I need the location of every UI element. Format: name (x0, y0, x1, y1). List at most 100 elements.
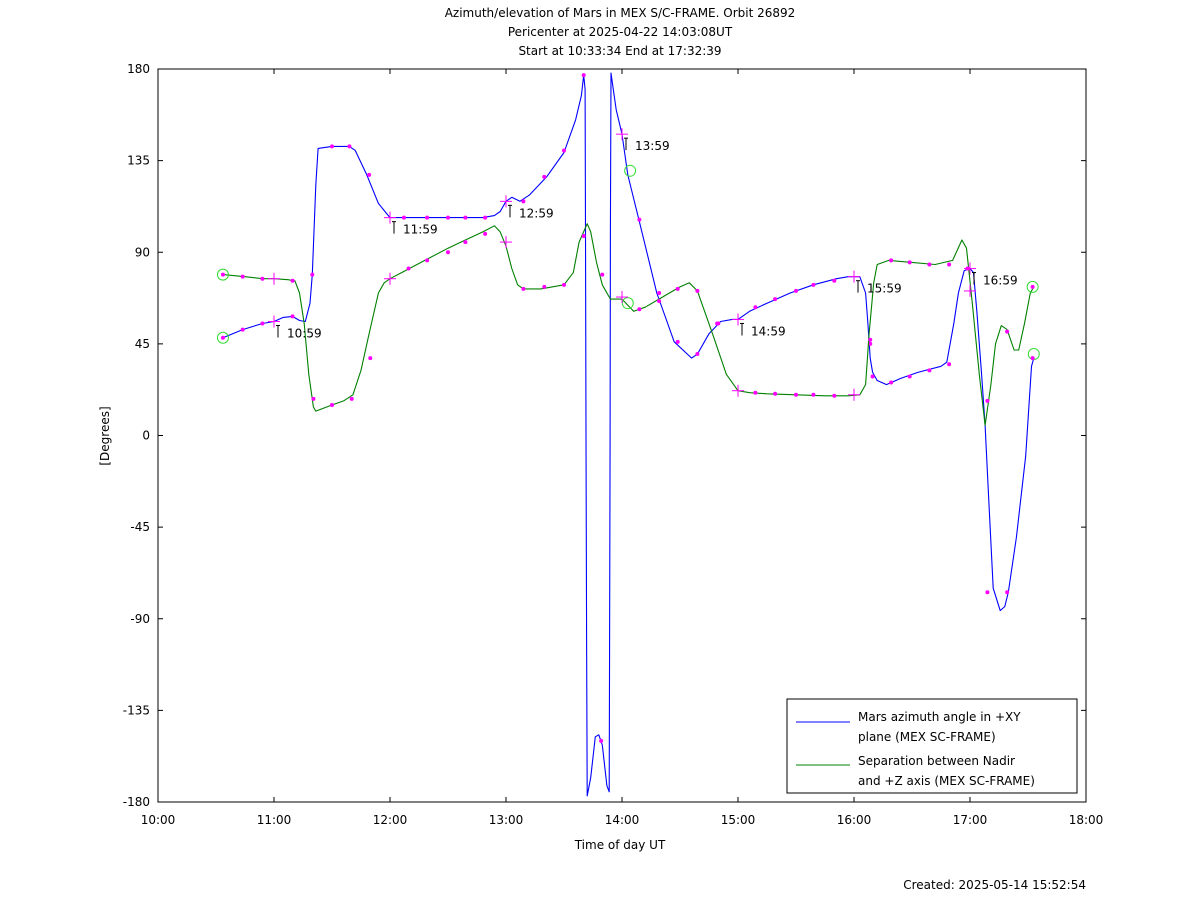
data-point-azimuth (870, 374, 875, 379)
cross-marker-separation (268, 272, 280, 285)
data-point-separation (832, 393, 837, 398)
series-line-azimuth (222, 72, 1035, 797)
data-point-separation (889, 258, 894, 263)
data-point-azimuth (260, 321, 265, 326)
data-point-azimuth (868, 341, 873, 346)
cross-marker-separation (616, 291, 628, 304)
cross-marker-separation (384, 272, 396, 285)
chart-subtitle-pericenter: Pericenter at 2025-04-22 14:03:08UT (508, 25, 733, 39)
data-point-separation (240, 274, 245, 279)
data-point-azimuth (637, 217, 642, 222)
chart-title: Azimuth/elevation of Mars in MEX S/C-FRA… (445, 6, 796, 20)
cross-marker-azimuth (268, 315, 280, 328)
data-point-azimuth (794, 288, 798, 293)
data-point-azimuth (425, 215, 430, 220)
hour-annotation: 14:59 (740, 322, 786, 338)
data-point-azimuth (599, 738, 604, 743)
data-point-separation (868, 337, 873, 342)
legend-label-azimuth-line2: plane (MEX SC-FRAME) (858, 730, 996, 744)
x-tick-label: 11:00 (257, 813, 292, 827)
data-point-azimuth (927, 368, 932, 373)
cross-marker-azimuth (732, 313, 744, 326)
cross-marker-azimuth (616, 128, 628, 141)
data-point-separation (907, 260, 912, 265)
circle-marker-azimuth (624, 164, 637, 177)
data-point-separation (947, 262, 952, 267)
data-point-azimuth (1030, 356, 1035, 361)
data-point-separation (290, 278, 295, 283)
cross-marker-azimuth (384, 211, 396, 224)
data-point-separation (600, 272, 605, 277)
y-tick-label: -45 (130, 520, 150, 534)
data-point-azimuth (330, 144, 334, 149)
legend-label-separation-line1: Separation between Nadir (858, 754, 1015, 768)
y-tick-label: 135 (127, 154, 150, 168)
circle-marker-separation (216, 268, 229, 281)
data-point-azimuth (310, 272, 315, 277)
data-point-azimuth (542, 174, 547, 179)
data-point-azimuth (562, 148, 566, 153)
chart-subtitle-start-end: Start at 10:33:34 End at 17:32:39 (518, 44, 721, 58)
y-axis-label: [Degrees] (98, 406, 112, 465)
data-point-azimuth (907, 374, 912, 379)
data-point-azimuth (220, 335, 225, 340)
data-point-separation (220, 272, 225, 277)
x-tick-label: 16:00 (837, 813, 872, 827)
data-point-separation (965, 266, 970, 271)
data-point-azimuth (401, 215, 406, 220)
data-point-separation (773, 391, 778, 396)
data-point-separation (349, 396, 354, 401)
legend: Mars azimuth angle in +XY plane (MEX SC-… (786, 698, 1078, 794)
data-point-azimuth (811, 282, 816, 287)
data-point-separation (406, 266, 411, 271)
x-tick-label: 15:00 (721, 813, 756, 827)
series-line-separation (222, 223, 1035, 426)
axes: 10:00 11:00 12:00 13:00 14:00 15:00 16:00 17:00… (123, 62, 1104, 827)
data-point-separation (581, 233, 586, 238)
annotation-label: 10:59 (287, 326, 322, 340)
data-point-azimuth (1005, 590, 1010, 595)
legend-box (786, 698, 1078, 794)
data-point-separation (446, 250, 450, 255)
data-point-separation (483, 231, 488, 236)
x-tick-label: 18:00 (1069, 813, 1104, 827)
annotation-label: 13:59 (635, 139, 670, 153)
plot-area: 10:59 11:59 12:59 13:59 14:59 15:59 16:59 (216, 72, 1040, 797)
y-tick-label: -180 (123, 795, 150, 809)
y-tick-label: 45 (135, 337, 150, 351)
y-tick-label: 0 (142, 429, 150, 443)
y-tick-label: 180 (127, 62, 150, 76)
data-point-separation (330, 402, 334, 407)
data-point-azimuth (753, 305, 758, 310)
data-point-separation (927, 262, 932, 267)
circle-marker-azimuth (216, 331, 229, 344)
annotation-label: 16:59 (983, 274, 1018, 288)
data-point-azimuth (985, 590, 990, 595)
data-point-separation (260, 276, 265, 281)
data-point-separation (715, 321, 720, 326)
data-point-azimuth (695, 352, 700, 357)
data-point-azimuth (947, 362, 952, 367)
data-point-separation (753, 390, 758, 395)
data-point-azimuth (832, 278, 837, 283)
legend-label-azimuth-line1: Mars azimuth angle in +XY (858, 710, 1021, 724)
x-tick-label: 17:00 (953, 813, 988, 827)
data-point-separation (985, 398, 990, 403)
data-point-separation (1030, 284, 1035, 289)
data-point-azimuth (463, 215, 468, 220)
circle-marker-separation (621, 297, 634, 310)
annotation-label: 15:59 (867, 282, 902, 296)
data-point-separation (463, 240, 468, 245)
x-tick-label: 13:00 (489, 813, 524, 827)
hour-annotation: 12:59 (508, 204, 554, 220)
hour-annotation: 16:59 (972, 272, 1018, 288)
data-point-azimuth (367, 172, 372, 177)
data-point-azimuth (657, 290, 662, 295)
data-point-separation (521, 286, 526, 291)
hour-annotation: 11:59 (392, 221, 438, 237)
hour-annotation: 15:59 (856, 280, 902, 296)
data-point-azimuth (290, 314, 295, 319)
data-point-azimuth (240, 327, 245, 332)
data-point-azimuth (773, 297, 778, 302)
